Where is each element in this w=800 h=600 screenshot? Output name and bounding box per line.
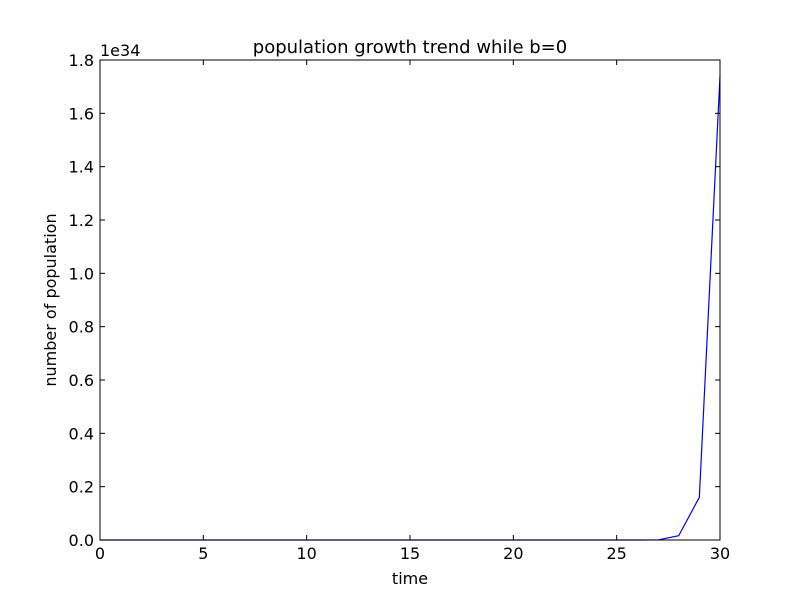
y-tick-label: 1.8: [69, 51, 94, 70]
y-axis-label: number of population: [41, 213, 60, 386]
x-tick-label: 30: [710, 544, 730, 563]
y-tick-label: 1.6: [69, 104, 94, 123]
y-tick-label: 0.6: [69, 371, 94, 390]
x-tick-label: 15: [400, 544, 420, 563]
y-tick-label: 0.8: [69, 318, 94, 337]
x-tick-label: 25: [606, 544, 626, 563]
y-tick-label: 0.4: [69, 424, 94, 443]
y-tick-label: 1.0: [69, 264, 94, 283]
x-tick-label: 0: [95, 544, 105, 563]
chart-title: population growth trend while b=0: [253, 37, 567, 58]
x-tick-label: 10: [296, 544, 316, 563]
y-offset-label: 1e34: [100, 41, 140, 60]
plot-area: 0 5 10 15 20 25 30 0.0 0.2 0.4 0.6 0.8 1.0 1.2 1.4 1.6 1…: [69, 51, 731, 563]
x-tick-label: 5: [198, 544, 208, 563]
x-axis-label: time: [392, 569, 428, 588]
y-tick-label: 1.4: [69, 158, 94, 177]
y-tick-label: 0.2: [69, 478, 94, 497]
x-tick-label: 20: [503, 544, 523, 563]
y-tick-label: 0.0: [69, 531, 94, 550]
y-tick-label: 1.2: [69, 211, 94, 230]
